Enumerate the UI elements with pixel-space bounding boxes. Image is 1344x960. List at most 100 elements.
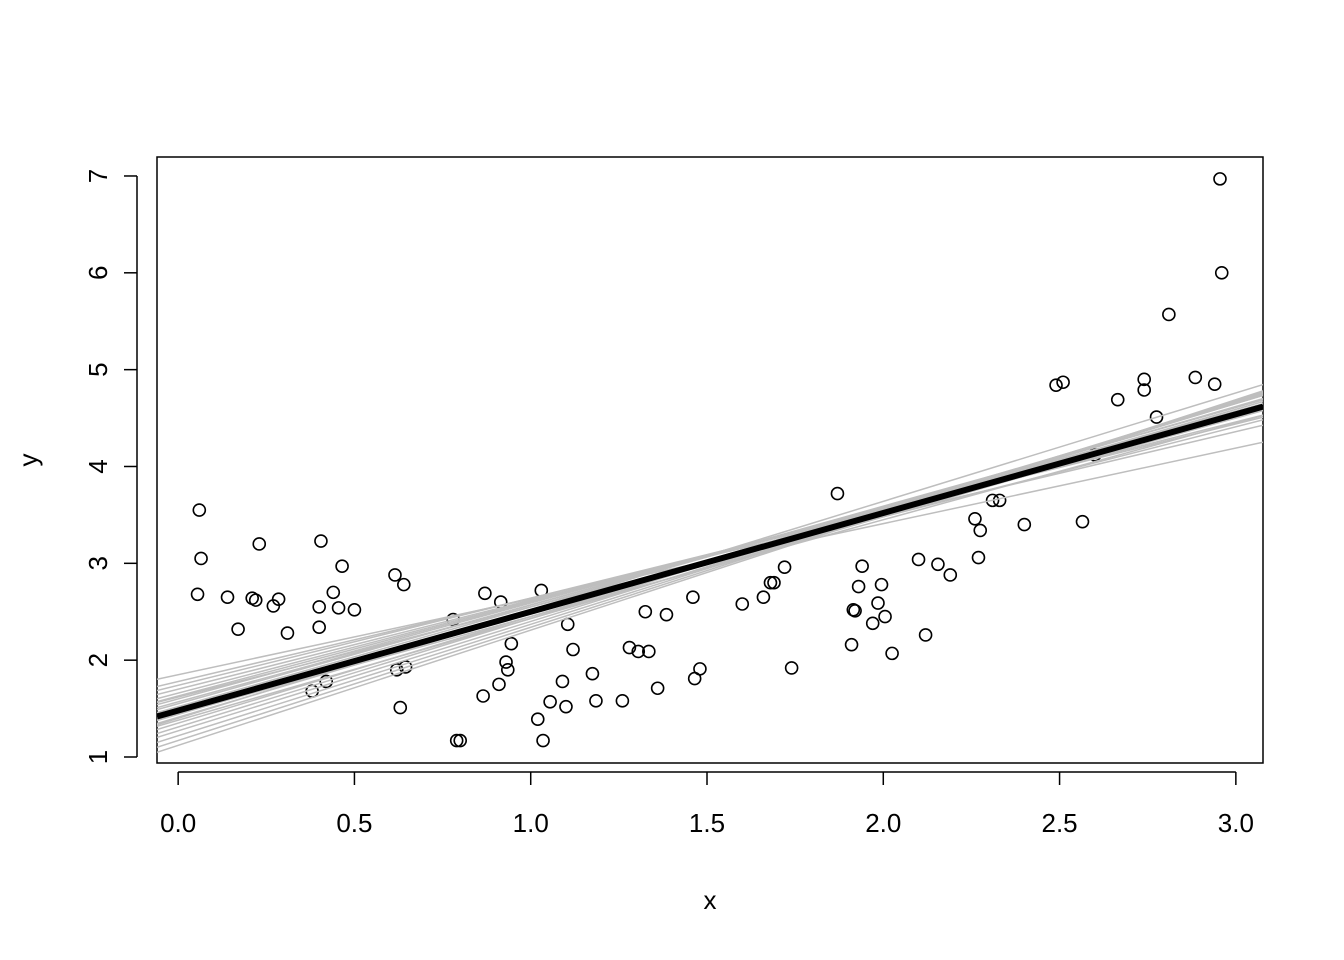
x-tick-label: 0.5	[336, 808, 372, 838]
point	[314, 534, 328, 548]
point	[1214, 266, 1229, 280]
point	[693, 662, 707, 676]
point	[1017, 517, 1032, 532]
point	[971, 550, 986, 565]
point	[851, 579, 866, 594]
point	[478, 586, 492, 601]
point	[190, 587, 205, 602]
point	[871, 596, 885, 610]
point	[622, 640, 637, 655]
point	[844, 637, 859, 652]
point	[865, 616, 880, 631]
point	[885, 646, 899, 661]
point	[615, 694, 630, 708]
point	[530, 712, 545, 727]
y-tick-label: 3	[83, 556, 113, 570]
point	[331, 601, 346, 615]
point	[973, 523, 988, 538]
point	[499, 655, 513, 669]
point	[393, 700, 408, 715]
point	[756, 590, 771, 605]
point	[504, 636, 519, 651]
x-tick-label: 2.5	[1041, 808, 1077, 838]
point	[555, 674, 570, 689]
point	[1056, 375, 1070, 390]
sample-line	[157, 390, 1263, 754]
point	[589, 694, 603, 708]
point	[638, 604, 653, 619]
y-tick-label: 7	[83, 169, 113, 183]
point	[1137, 372, 1151, 387]
point	[848, 603, 862, 618]
points	[190, 172, 1229, 748]
point	[536, 733, 550, 748]
lines	[157, 383, 1263, 754]
point	[396, 577, 411, 592]
point	[1162, 307, 1176, 322]
point	[1213, 172, 1227, 186]
point	[767, 575, 781, 590]
point	[1149, 410, 1164, 424]
point	[918, 628, 933, 642]
point	[943, 568, 958, 582]
point	[968, 511, 982, 526]
point	[192, 503, 207, 517]
point	[312, 620, 326, 635]
point	[271, 592, 286, 606]
fit-line	[157, 403, 1263, 720]
point	[735, 597, 750, 611]
y-tick-label: 5	[83, 362, 113, 376]
point	[326, 585, 341, 600]
point	[389, 663, 404, 677]
point	[931, 557, 945, 572]
point	[319, 674, 334, 689]
point	[1075, 514, 1090, 529]
y-tick-label: 6	[83, 266, 113, 280]
point	[476, 689, 490, 703]
point	[686, 590, 700, 605]
point	[1137, 383, 1151, 397]
point	[659, 607, 674, 622]
point	[220, 590, 235, 605]
point	[878, 609, 892, 624]
point	[347, 603, 362, 617]
point	[194, 551, 208, 566]
point	[1188, 370, 1203, 385]
point	[1110, 392, 1125, 407]
point	[248, 593, 263, 607]
x-tick-label: 2.0	[865, 808, 901, 838]
point	[855, 559, 869, 574]
point	[784, 661, 799, 675]
point	[566, 642, 580, 657]
point	[763, 575, 778, 590]
point	[252, 537, 267, 551]
point	[985, 493, 1000, 508]
point	[830, 486, 845, 501]
point	[1049, 378, 1063, 392]
point	[280, 626, 295, 640]
y-tick-label: 1	[83, 750, 113, 764]
point	[388, 568, 402, 582]
point	[492, 677, 506, 692]
point	[1207, 377, 1222, 391]
point	[874, 577, 889, 592]
y-tick-label: 2	[83, 653, 113, 667]
point	[650, 681, 665, 696]
point	[559, 699, 573, 714]
plot-frame	[156, 156, 1264, 764]
point	[585, 666, 600, 681]
point	[992, 493, 1007, 508]
x-axis-label: x	[704, 885, 717, 915]
point	[777, 560, 792, 574]
point	[453, 733, 468, 748]
point	[642, 644, 656, 659]
point	[312, 600, 326, 614]
point	[231, 622, 245, 636]
point	[449, 733, 464, 748]
point	[335, 559, 349, 574]
x-tick-label: 0.0	[160, 808, 196, 838]
y-axis-label: y	[13, 454, 43, 467]
x-tick-label: 3.0	[1218, 808, 1254, 838]
sample-line	[157, 383, 1263, 726]
